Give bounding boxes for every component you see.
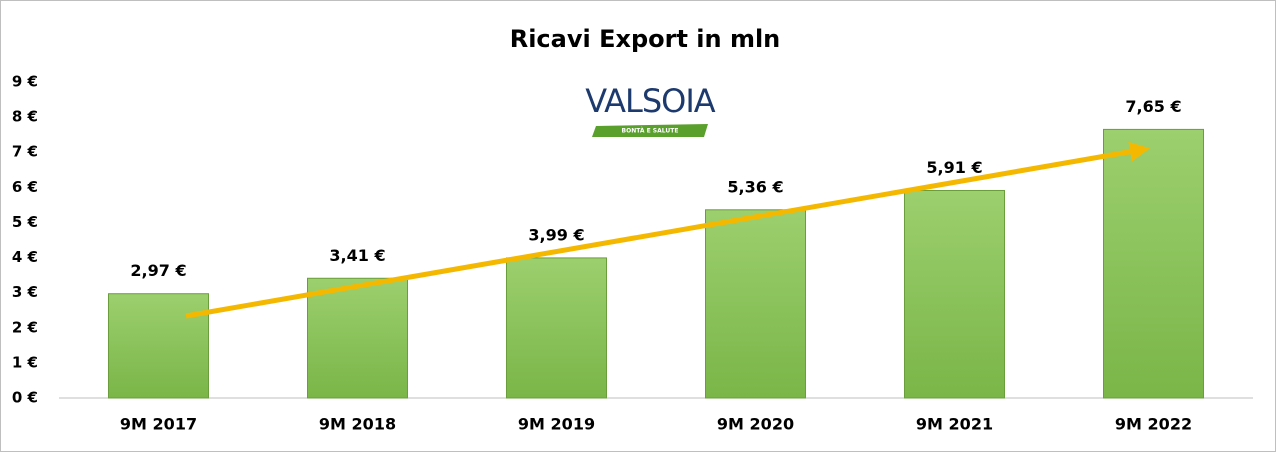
x-tick-label: 9M 2019: [518, 415, 595, 434]
chart-title: Ricavi Export in mln: [510, 25, 781, 53]
value-label: 5,91 €: [926, 158, 982, 177]
y-tick-label: 8 €: [12, 108, 38, 126]
y-tick-label: 0 €: [12, 389, 38, 407]
x-tick-label: 9M 2021: [916, 415, 993, 434]
y-tick-label: 5 €: [12, 213, 38, 231]
bar: [506, 257, 607, 399]
value-label: 3,41 €: [329, 246, 385, 265]
x-tick-label: 9M 2022: [1115, 415, 1192, 434]
y-tick-label: 2 €: [12, 318, 38, 336]
value-label: 2,97 €: [130, 261, 186, 280]
value-label: 7,65 €: [1125, 97, 1181, 116]
x-tick-label: 9M 2020: [717, 415, 794, 434]
bar: [1103, 128, 1204, 399]
logo-name: VALSOIA: [585, 82, 716, 120]
y-tick-label: 4 €: [12, 248, 38, 266]
y-tick-label: 1 €: [12, 353, 38, 371]
y-tick-label: 3 €: [12, 283, 38, 301]
bar: [904, 189, 1005, 399]
logo: VALSOIA BONTÀ E SALUTE: [585, 82, 717, 137]
bar: [705, 209, 806, 399]
y-tick-label: 9 €: [12, 73, 38, 91]
y-tick-label: 6 €: [12, 178, 38, 196]
value-label: 3,99 €: [528, 225, 584, 244]
bar: [307, 277, 408, 399]
logo-banner: [592, 124, 708, 137]
x-tick-label: 9M 2018: [319, 415, 396, 434]
y-tick-label: 7 €: [12, 143, 38, 161]
value-label: 5,36 €: [727, 177, 783, 196]
x-tick-label: 9M 2017: [120, 415, 197, 434]
logo-tagline: BONTÀ E SALUTE: [622, 128, 679, 135]
bar: [108, 293, 209, 399]
trend-arrow: [185, 141, 1150, 319]
